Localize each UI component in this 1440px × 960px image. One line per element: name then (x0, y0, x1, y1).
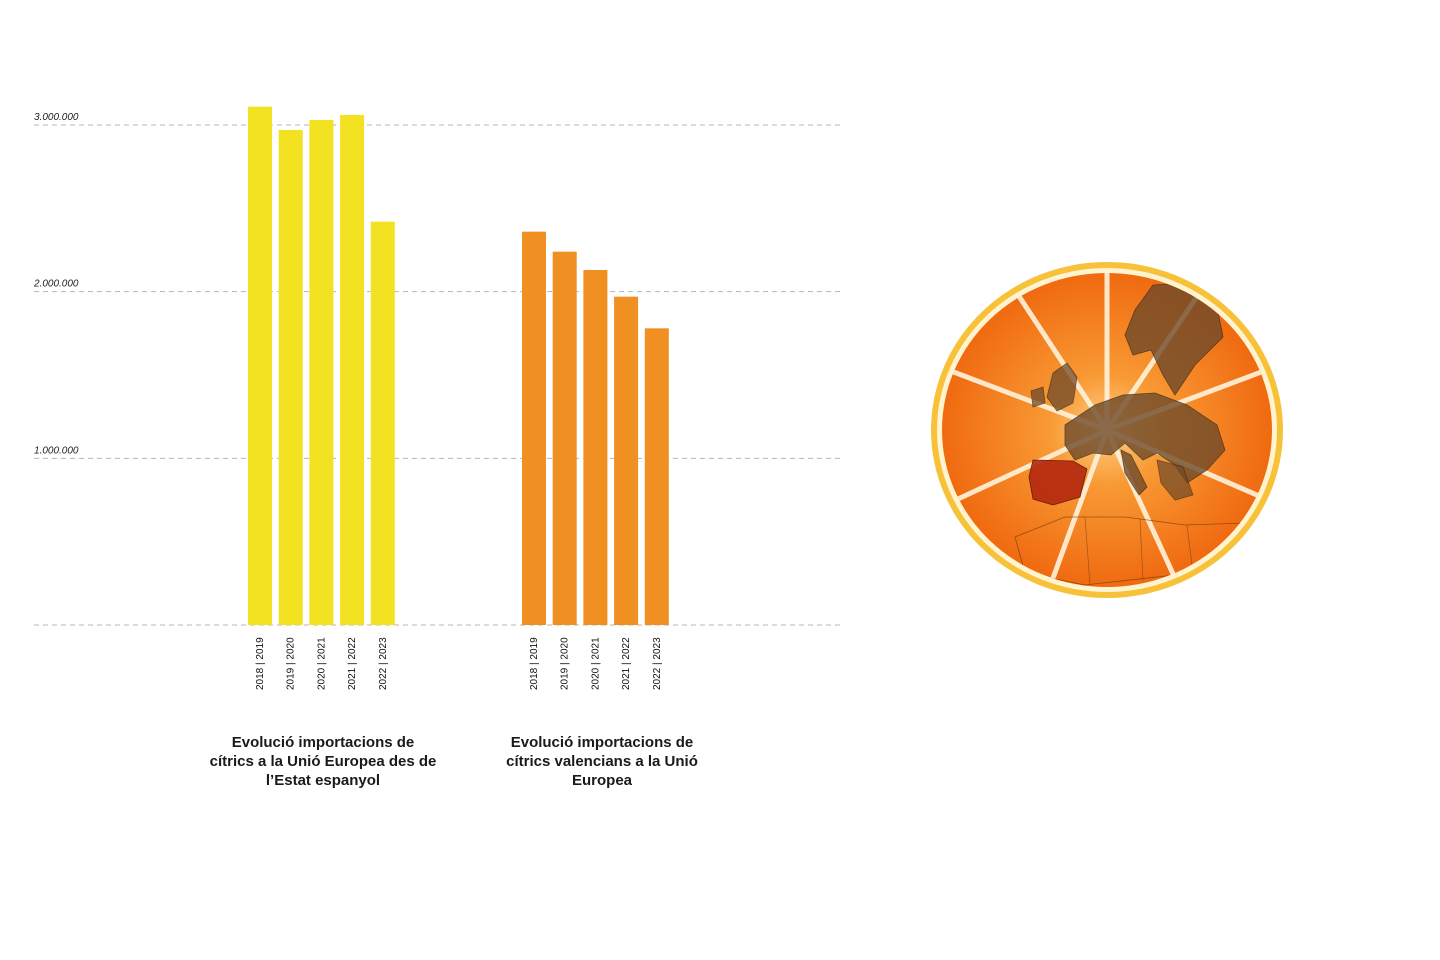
bar-valencia-4 (644, 328, 669, 625)
x-tick-label: 2018 | 2019 (255, 637, 266, 690)
bar-valencia-0 (522, 231, 546, 625)
x-tick-label: 2021 | 2022 (621, 637, 632, 690)
bar-spain-1 (278, 130, 303, 625)
bar-valencia-3 (614, 296, 639, 625)
x-tick-label: 2020 | 2021 (590, 637, 601, 690)
x-tick-label: 2021 | 2022 (347, 637, 358, 690)
chart-title-spain: Evolució importacions de cítrics a la Un… (209, 734, 437, 789)
bar-charts: 1.000.000 2.000.000 3.000.000 2018 | 2019 20… (33, 106, 843, 690)
x-tick-label: 2019 | 2020 (560, 637, 571, 690)
bar-valencia-2 (583, 270, 608, 625)
x-tick-label: 2020 | 2021 (316, 637, 327, 690)
y-tick-label: 3.000.000 (34, 112, 79, 123)
bar-spain-3 (340, 115, 365, 625)
y-tick-label: 1.000.000 (34, 445, 79, 456)
spain-region (1028, 459, 1088, 506)
europe-map (1014, 282, 1256, 586)
bar-spain-0 (248, 106, 272, 625)
bar-valencia-1 (552, 251, 577, 625)
chart-title-valencia: Evolució importacions de cítrics valenci… (506, 734, 698, 789)
x-tick-label: 2022 | 2023 (378, 637, 389, 690)
orange-slice-europe-map-icon (931, 262, 1283, 598)
bar-spain-4 (370, 221, 395, 625)
y-tick-label: 2.000.000 (33, 279, 79, 290)
x-tick-label: 2018 | 2019 (529, 637, 540, 690)
x-tick-label: 2022 | 2023 (652, 637, 663, 690)
x-tick-label: 2019 | 2020 (286, 637, 297, 690)
bar-spain-2 (309, 120, 334, 625)
